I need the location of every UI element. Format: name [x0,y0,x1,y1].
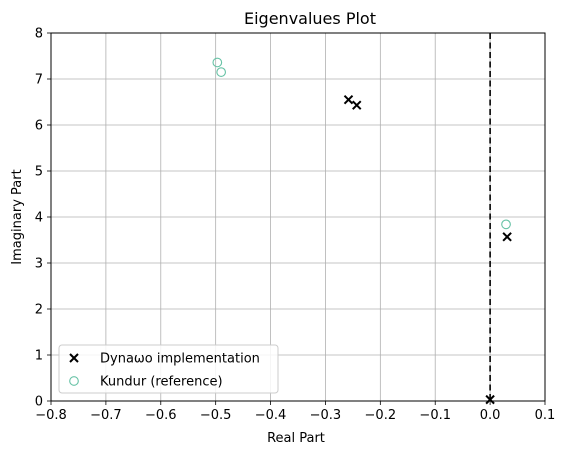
y-tick-label: 1 [35,349,43,364]
x-tick-label: −0.6 [145,408,177,423]
y-tick-label: 0 [35,395,43,410]
legend-label: Kundur (reference) [100,375,223,390]
eigenvalue-x-marker [352,100,362,110]
eigenvalue-x-marker [485,394,495,405]
x-tick-label: −0.3 [310,408,342,423]
y-tick-label: 8 [35,27,43,42]
x-tick-label: −0.1 [419,408,451,423]
y-tick-label: 6 [35,119,43,134]
x-axis-label: Real Part [267,431,325,446]
x-tick-label: −0.7 [90,408,122,423]
x-tick-label: −0.2 [365,408,397,423]
x-tick-label: −0.5 [200,408,232,423]
eigenvalue-circle-marker [212,57,223,68]
legend-label: Dynaωo implementation [100,352,260,367]
y-tick-label: 5 [35,165,43,180]
eigenvalue-x-marker [343,94,354,105]
eigenvalue-x-marker [502,232,512,242]
chart-title: Eigenvalues Plot [244,9,376,28]
y-axis-label: Imaginary Part [10,169,25,264]
y-tick-label: 7 [35,73,43,88]
data-points [212,57,512,405]
legend: Dynaωo implementation Kundur (reference) [58,344,279,394]
legend-circle-marker [69,376,79,386]
legend-x-marker [69,353,79,363]
y-tick-label: 4 [35,211,43,226]
eigenvalue-circle-marker [501,219,511,230]
x-tick-label: −0.8 [35,408,67,423]
y-tick-label: 3 [35,257,43,272]
legend-box [58,344,279,394]
axis-ticks: −0.8 −0.7 −0.6 −0.5 −0.4 −0.3 −0.2 −0.1 0.0 0.1 0 1… [35,27,556,424]
eigenvalue-circle-marker [216,67,227,77]
x-tick-label: 0.0 [480,408,501,423]
x-tick-label: 0.1 [535,408,556,423]
y-tick-label: 2 [35,303,43,318]
x-tick-label: −0.4 [255,408,287,423]
